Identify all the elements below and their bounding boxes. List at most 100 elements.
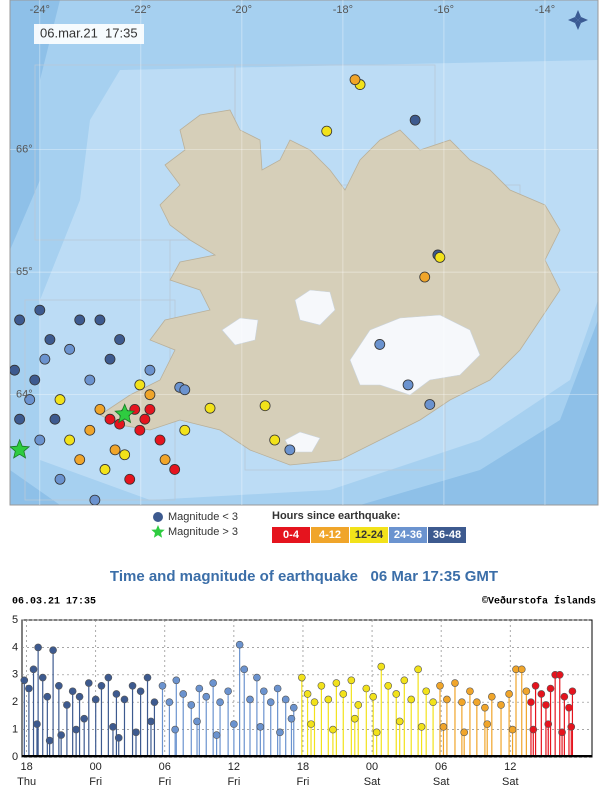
stem-head	[384, 681, 392, 690]
plot-timestamp: 06.03.21 17:35	[12, 597, 96, 608]
quake-marker	[29, 374, 41, 386]
stem-head	[273, 684, 282, 693]
quake-marker	[54, 394, 66, 405]
x-tick-day: Sat	[364, 776, 381, 788]
quake-marker	[139, 413, 151, 425]
quake-marker	[64, 434, 76, 446]
stem-head	[63, 701, 71, 709]
quake-marker	[99, 464, 111, 475]
stem-head	[508, 725, 517, 734]
stem-head	[45, 736, 54, 745]
legend-label: 4-12	[319, 529, 341, 541]
stem-head	[307, 720, 315, 728]
stem-head	[120, 695, 129, 704]
y-tick-label: 1	[12, 724, 18, 736]
stem-head	[298, 673, 306, 682]
x-tick-label: 18	[20, 761, 32, 773]
legend-label: 24-36	[394, 529, 422, 541]
stem-head	[109, 723, 117, 731]
stem-head	[429, 698, 437, 707]
quake-marker	[44, 334, 56, 345]
legend-label: 36-48	[433, 529, 461, 541]
quake-marker	[104, 413, 116, 425]
stem-head	[537, 690, 546, 698]
y-tick-label: 4	[12, 641, 18, 653]
stem-head	[212, 731, 221, 739]
x-tick-day: Thu	[17, 776, 36, 788]
stem-head	[57, 731, 65, 739]
large-quake-star	[10, 438, 31, 459]
stem-head	[488, 692, 496, 701]
stem-head	[20, 676, 29, 685]
map-frame	[9, 0, 599, 506]
stem-head	[150, 698, 159, 707]
quake-marker	[159, 454, 171, 466]
quake-marker	[144, 364, 156, 376]
lat-label: 65°	[16, 266, 33, 278]
quake-marker	[74, 454, 86, 466]
stem-head	[287, 714, 296, 723]
x-tick-label: 06	[159, 761, 171, 773]
quake-marker	[179, 424, 191, 436]
stem-head	[347, 676, 356, 685]
stem-head	[310, 698, 319, 707]
quake-marker	[374, 339, 386, 350]
map-background	[10, 0, 598, 505]
quake-marker	[144, 389, 156, 401]
quake-marker	[419, 271, 431, 283]
legend-label: 0-4	[283, 529, 300, 541]
quake-marker	[409, 114, 421, 126]
stem-head	[75, 692, 84, 701]
stem-head	[400, 676, 409, 685]
stem-head	[97, 681, 106, 690]
lon-label: -18°	[333, 4, 353, 16]
quake-marker	[74, 314, 86, 326]
quake-marker	[124, 473, 136, 485]
stem-head	[466, 687, 474, 696]
stem-head	[172, 676, 181, 685]
x-tick-day: Sat	[433, 776, 450, 788]
quake-marker	[204, 402, 216, 414]
stem-head	[72, 725, 80, 734]
stem-head	[332, 679, 341, 687]
x-tick-label: 18	[297, 761, 309, 773]
legend-label: Magnitude < 3	[168, 511, 238, 523]
stem-head	[317, 681, 326, 690]
legend-title: Hours since earthquake:	[272, 510, 400, 522]
quake-marker	[119, 449, 131, 461]
x-tick-day: Fri	[297, 776, 310, 788]
stem-head	[392, 690, 401, 698]
quake-marker	[84, 374, 96, 386]
legend-swatch	[311, 527, 349, 543]
stem-head	[350, 714, 359, 723]
map-timestamp: 06.mar.21 17:35	[40, 25, 138, 40]
lat-label: 64°	[16, 389, 33, 401]
quake-marker	[84, 424, 96, 436]
quake-marker	[114, 334, 126, 345]
stem-head	[546, 684, 555, 693]
quake-marker	[169, 464, 181, 475]
stem-head	[522, 687, 531, 696]
stem-head	[38, 673, 47, 682]
stem-head	[544, 720, 553, 728]
legend-swatch	[428, 527, 466, 543]
stem-head	[497, 701, 505, 709]
stem-head	[25, 684, 33, 693]
quake-marker	[94, 314, 106, 326]
stem-head	[128, 681, 137, 690]
stem-head	[362, 684, 371, 693]
stem-head	[143, 673, 152, 682]
stem-head	[542, 701, 550, 709]
quake-marker	[39, 353, 51, 365]
stem-head	[560, 692, 569, 701]
stem-head	[407, 695, 416, 704]
stem-head	[369, 692, 378, 701]
quake-marker	[154, 434, 166, 446]
stem-head	[147, 717, 155, 726]
stem-head	[329, 725, 337, 734]
quake-marker	[94, 403, 106, 415]
stem-head	[483, 720, 492, 728]
stem-head	[276, 728, 284, 737]
